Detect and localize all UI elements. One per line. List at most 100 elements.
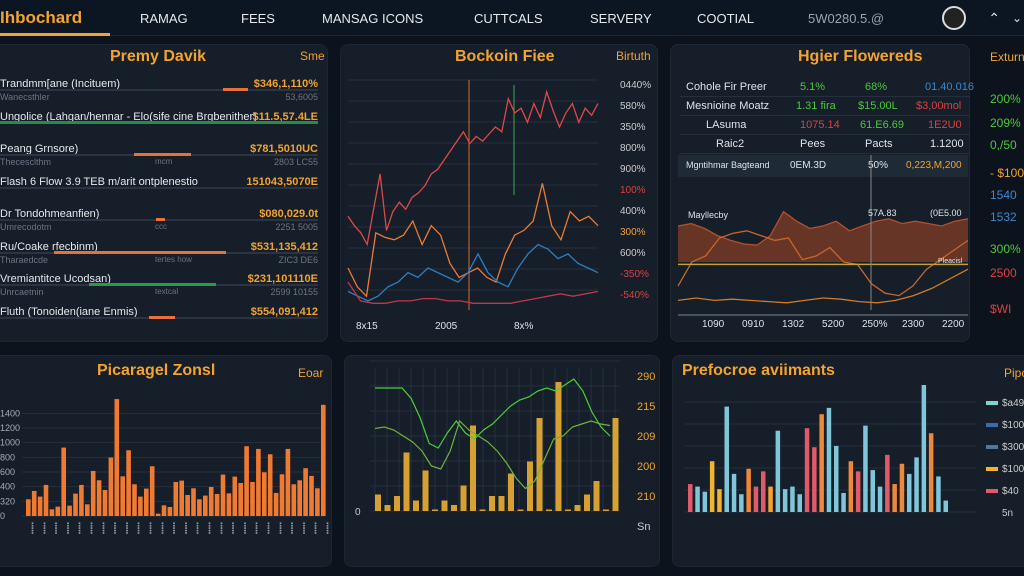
cell: Mgntihmar Bagteand bbox=[686, 160, 770, 170]
bar bbox=[120, 476, 125, 516]
x-tick: ••••• bbox=[323, 522, 330, 535]
y-tick: 800% bbox=[620, 143, 646, 154]
right-label: 300% bbox=[990, 242, 1021, 256]
bar bbox=[724, 406, 729, 512]
x-tick: 2300 bbox=[902, 319, 925, 330]
nav-item[interactable]: SERVERY bbox=[590, 11, 652, 26]
y-tick-right: 200 bbox=[637, 461, 655, 473]
bar bbox=[108, 457, 114, 516]
item-name: Dr Tondohmeanfien) bbox=[0, 208, 100, 220]
item-sublabel: Wanecsthler bbox=[0, 92, 50, 102]
bar bbox=[717, 489, 722, 512]
series-line bbox=[677, 230, 969, 297]
nav-item[interactable]: FEES bbox=[241, 11, 275, 26]
app-logo[interactable]: Ihbochard bbox=[0, 0, 110, 36]
bar bbox=[709, 461, 715, 512]
bar bbox=[863, 425, 868, 512]
legend-item: $a49 bbox=[986, 398, 1024, 409]
chevron-up-icon[interactable]: ⌃ bbox=[988, 9, 1000, 26]
bar bbox=[285, 448, 291, 516]
x-tick: ••••• bbox=[193, 522, 200, 535]
y-tick: 0440% bbox=[620, 80, 652, 91]
y-tick: 800 bbox=[0, 452, 15, 462]
chevron-down-icon[interactable]: ⌄ bbox=[1011, 11, 1022, 25]
nav-item[interactable]: 5W0280.5.@ bbox=[808, 11, 885, 26]
legend-swatch bbox=[986, 423, 998, 428]
hgier-flowereds-panel bbox=[670, 44, 970, 342]
x-tick: 2200 bbox=[942, 319, 965, 330]
panel-title: Hgier Flowereds bbox=[798, 48, 923, 65]
bar bbox=[238, 482, 243, 516]
bar bbox=[574, 505, 581, 511]
top-nav: Ihbochard RAMAG FEES MANSAG ICONS CUTTCA… bbox=[0, 0, 1024, 36]
y-tick: 1000 bbox=[0, 438, 20, 448]
bar bbox=[144, 488, 149, 516]
bar bbox=[114, 399, 120, 516]
series-line bbox=[347, 89, 599, 247]
avatar[interactable] bbox=[942, 6, 967, 30]
bar bbox=[761, 471, 766, 512]
series-line bbox=[375, 378, 611, 449]
legend-item: $100 bbox=[986, 464, 1024, 475]
cell: 1.1200 bbox=[930, 138, 964, 150]
bar bbox=[26, 499, 31, 516]
bar bbox=[527, 461, 533, 511]
item-name: Ru/Coake rfecbinm) bbox=[0, 240, 98, 253]
bar bbox=[256, 448, 261, 516]
progress-fill bbox=[133, 153, 191, 156]
item-subvalue: 2803 LC55 bbox=[273, 157, 318, 167]
bar bbox=[695, 486, 700, 512]
series-line bbox=[374, 419, 611, 490]
x-tick: 0910 bbox=[742, 319, 765, 330]
x-tick: ••••• bbox=[229, 522, 236, 535]
y-tick-right: 290 bbox=[637, 371, 655, 383]
bar bbox=[921, 385, 927, 512]
y-tick: -350% bbox=[620, 269, 649, 280]
item-value: $080,029.0t bbox=[259, 208, 318, 220]
x-tick: ••••• bbox=[276, 522, 283, 535]
nav-item[interactable]: RAMAG bbox=[140, 11, 188, 26]
nav-item[interactable]: MANSAG ICONS bbox=[322, 11, 424, 26]
legend-item: $100 bbox=[986, 420, 1024, 431]
bar bbox=[936, 476, 941, 512]
x-tick: ••••• bbox=[63, 522, 70, 535]
table-row: Cohole Fir Preer 5.1% 68% 01.40.016 bbox=[680, 78, 974, 97]
line-chart bbox=[347, 79, 599, 310]
cell: 0,223,M,200 bbox=[906, 160, 962, 171]
x-tick: ••••• bbox=[122, 522, 129, 535]
nav-item[interactable]: CUTTCALS bbox=[474, 11, 543, 26]
legend-label: $100 bbox=[1002, 420, 1024, 431]
nav-item[interactable]: COOTIAL bbox=[697, 11, 755, 26]
bar bbox=[536, 418, 543, 511]
item-value: $554,091,412 bbox=[250, 305, 318, 318]
item-subvalue: 2251 5005 bbox=[275, 222, 318, 232]
y-tick: 300% bbox=[620, 227, 646, 238]
y-tick: 0 bbox=[355, 507, 361, 518]
panel-side-label: Sme bbox=[300, 49, 325, 63]
x-tick: ••••• bbox=[87, 522, 94, 535]
x-tick: ••••• bbox=[205, 522, 212, 535]
premy-davik-panel bbox=[0, 44, 328, 342]
bar bbox=[267, 454, 273, 516]
bar bbox=[85, 504, 90, 516]
series-line bbox=[347, 243, 599, 302]
cell: 5.1% bbox=[800, 81, 826, 93]
cell: Mesnioine Moatz bbox=[686, 100, 770, 112]
bar bbox=[877, 486, 883, 512]
cell: 1E2U0 bbox=[928, 119, 962, 131]
legend-swatch bbox=[986, 511, 998, 515]
bar bbox=[43, 484, 49, 516]
bar bbox=[855, 471, 861, 512]
bar bbox=[244, 446, 249, 516]
progress-fill bbox=[222, 88, 249, 91]
legend-label: $300 bbox=[1002, 442, 1024, 453]
x-tick: ••••• bbox=[134, 522, 141, 535]
x-tick: ••••• bbox=[181, 522, 188, 535]
x-tick: ••••• bbox=[75, 522, 82, 535]
series-line bbox=[677, 210, 969, 246]
legend-item: $40 bbox=[986, 486, 1019, 497]
item-name: Vremiantitce Ucodsan) bbox=[0, 273, 111, 285]
bar bbox=[688, 484, 693, 512]
panel-side-label: Pipc bbox=[1004, 366, 1024, 380]
area-chart bbox=[677, 155, 969, 316]
